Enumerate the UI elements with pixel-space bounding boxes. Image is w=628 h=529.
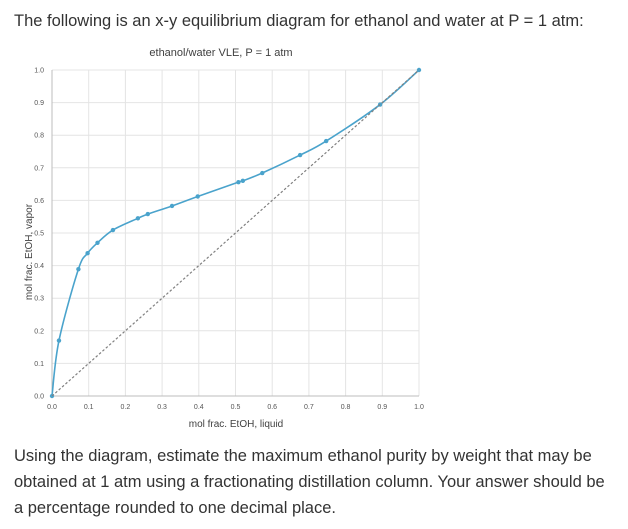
y-tick-label: 0.2 [34,328,44,335]
data-point [56,338,62,343]
y-tick-label: 0.8 [34,133,44,140]
data-point [135,216,141,221]
data-point [240,178,246,184]
chart-grid [51,69,420,397]
data-point [95,240,100,245]
data-point [195,194,200,199]
x-tick-label: 0.0 [47,404,57,411]
data-point [260,170,265,176]
y-tick-label: 0.5 [34,231,44,238]
y-axis-label: mol frac. EtOH, vapor [24,203,35,300]
y-tick-label: 1.0 [34,68,44,75]
data-point [85,251,90,256]
y-tick-label: 0.1 [34,361,44,368]
y-tick-label: 0.4 [34,263,44,270]
data-point [169,203,175,209]
question-text: Using the diagram, estimate the maximum … [14,447,605,517]
diagonal-reference-line [51,69,420,397]
y-tick-label: 0.0 [34,394,44,401]
data-point [236,179,241,185]
x-tick-labels: 0.0 0.1 0.2 0.3 0.4 0.5 0.6 0.7 0.8 0.9 1.0 [47,404,424,411]
x-tick-label: 0.7 [304,404,314,411]
y-tick-label: 0.3 [34,296,44,303]
x-axis-label: mol frac. EtOH, liquid [189,419,283,430]
data-point [110,227,116,233]
chart-series [49,67,422,399]
x-tick-label: 1.0 [414,404,424,411]
x-tick-label: 0.6 [267,404,277,411]
data-point [323,138,329,144]
x-tick-label: 0.8 [341,404,351,411]
y-tick-label: 0.9 [34,100,44,107]
x-tick-label: 0.5 [231,404,241,411]
x-tick-label: 0.2 [121,404,131,411]
data-point [76,266,81,272]
x-tick-label: 0.1 [84,404,94,411]
vle-chart: ethanol/water VLE, P = 1 atm 0.0 0.1 0.2 0.… [24,47,424,430]
data-point [145,211,150,217]
y-tick-label: 0.6 [34,198,44,205]
y-tick-labels: 0.0 0.1 0.2 0.3 0.4 0.5 0.6 0.7 0.8 0.9 1.0 [34,68,44,401]
chart-title: ethanol/water VLE, P = 1 atm [149,47,292,59]
x-tick-label: 0.4 [194,404,204,411]
x-tick-label: 0.3 [157,404,167,411]
x-tick-label: 0.9 [377,404,387,411]
intro-text: The following is an x-y equilibrium diag… [14,12,584,30]
y-tick-label: 0.7 [34,165,44,172]
data-point [297,152,303,158]
